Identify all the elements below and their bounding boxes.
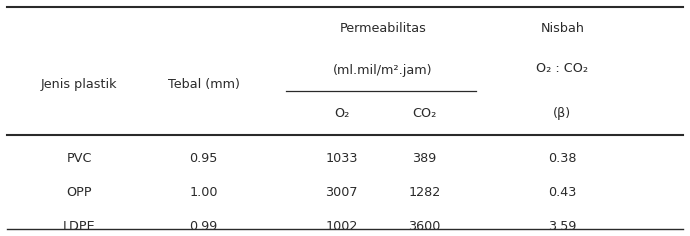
Text: 1.00: 1.00 bbox=[189, 186, 218, 199]
Text: 3.59: 3.59 bbox=[548, 220, 577, 233]
Text: (ml.mil/m².jam): (ml.mil/m².jam) bbox=[333, 64, 433, 77]
Text: PVC: PVC bbox=[67, 152, 92, 165]
Text: 1282: 1282 bbox=[408, 186, 440, 199]
Text: O₂: O₂ bbox=[334, 107, 349, 120]
Text: OPP: OPP bbox=[66, 186, 92, 199]
Text: 389: 389 bbox=[412, 152, 437, 165]
Text: 1002: 1002 bbox=[326, 220, 357, 233]
Text: 0.43: 0.43 bbox=[548, 186, 577, 199]
Text: CO₂: CO₂ bbox=[412, 107, 437, 120]
Text: 0.38: 0.38 bbox=[548, 152, 577, 165]
Text: 3007: 3007 bbox=[325, 186, 358, 199]
Text: (β): (β) bbox=[553, 107, 571, 120]
Text: Nisbah: Nisbah bbox=[540, 22, 584, 35]
Text: Jenis plastik: Jenis plastik bbox=[41, 78, 117, 92]
Text: Tebal (mm): Tebal (mm) bbox=[168, 78, 239, 92]
Text: O₂ : CO₂: O₂ : CO₂ bbox=[536, 62, 589, 75]
Text: Permeabilitas: Permeabilitas bbox=[339, 22, 426, 35]
Text: 0.99: 0.99 bbox=[190, 220, 217, 233]
Text: 1033: 1033 bbox=[325, 152, 358, 165]
Text: LDPE: LDPE bbox=[63, 220, 96, 233]
Text: 0.95: 0.95 bbox=[189, 152, 218, 165]
Text: 3600: 3600 bbox=[408, 220, 440, 233]
